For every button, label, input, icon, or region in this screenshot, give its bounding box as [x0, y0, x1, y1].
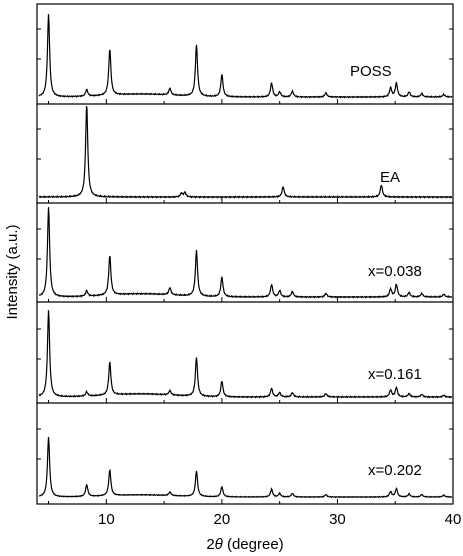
series-layer: POSS EA x=0.038 x=0.161 x=0.202 [38, 14, 453, 499]
series-line [38, 207, 453, 299]
x-axis-label: 2θ (degree) [206, 536, 283, 553]
series-label: POSS [350, 63, 392, 80]
series-x-0-202: x=0.202 [38, 436, 453, 499]
series-ea: EA [38, 105, 453, 199]
x-tick-label: 20 [214, 511, 231, 528]
plot-frame [36, 3, 454, 505]
series-label: x=0.038 [368, 263, 422, 280]
series-line [38, 105, 453, 199]
x-tick-label: 40 [445, 511, 462, 528]
series-x-0-161: x=0.161 [38, 310, 453, 399]
x-tick-label: 10 [98, 511, 115, 528]
series-label: EA [380, 169, 400, 186]
series-x-0-038: x=0.038 [38, 207, 453, 299]
series-label: x=0.202 [368, 462, 422, 479]
series-line [38, 436, 453, 499]
y-axis-label: Intensity (a.u.) [4, 224, 21, 319]
series-line [38, 310, 453, 399]
series-poss: POSS [38, 14, 453, 99]
chart-panels [36, 3, 454, 505]
series-label: x=0.161 [368, 366, 422, 383]
series-line [38, 14, 453, 99]
x-tick-label: 30 [329, 511, 346, 528]
x-axis: 10 20 30 40 [98, 511, 461, 528]
